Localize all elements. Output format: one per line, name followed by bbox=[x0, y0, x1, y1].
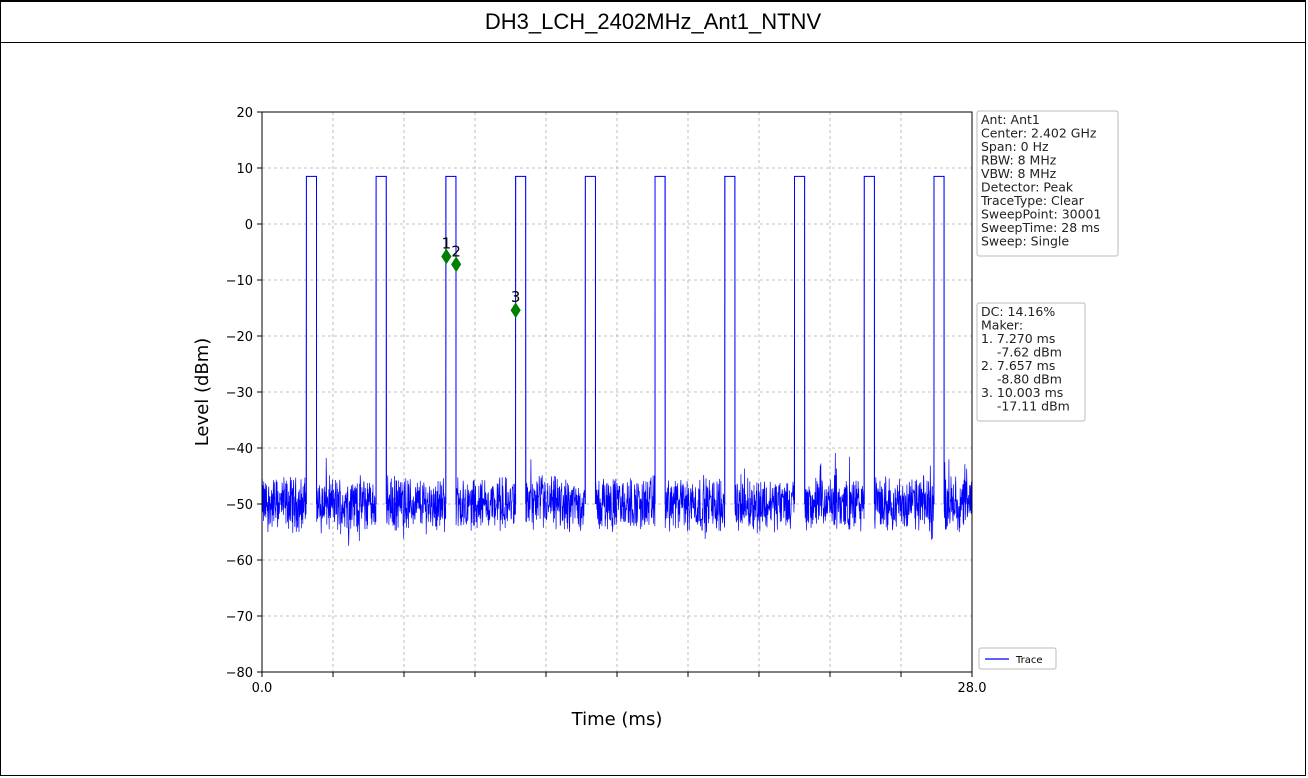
y-tick-label: −50 bbox=[226, 498, 253, 513]
info-box-line: Sweep: Single bbox=[981, 234, 1069, 249]
info-box-line: Center: 2.402 GHz bbox=[981, 126, 1097, 141]
y-tick-label: 20 bbox=[236, 106, 253, 121]
y-tick-label: −70 bbox=[226, 610, 253, 625]
marker-box-line: 2. 7.657 ms bbox=[981, 358, 1055, 373]
info-box bbox=[976, 110, 1119, 257]
trace-pulse bbox=[654, 175, 666, 504]
marker-box bbox=[976, 302, 1086, 422]
y-tick-label: −20 bbox=[226, 330, 253, 345]
info-box-line: TraceType: Clear bbox=[980, 193, 1085, 208]
marker-box-line: Maker: bbox=[981, 318, 1023, 333]
marker-box-line: -8.80 dBm bbox=[981, 372, 1062, 387]
trace-pulse bbox=[724, 175, 736, 504]
legend-box bbox=[978, 647, 1057, 670]
marker-point bbox=[441, 248, 452, 265]
marker-box-line: DC: 14.16% bbox=[981, 304, 1055, 319]
marker-label: 3 bbox=[511, 288, 521, 306]
y-tick-label: 0 bbox=[245, 218, 253, 233]
x-tick-label: 28.0 bbox=[958, 681, 987, 696]
y-tick-label: −10 bbox=[226, 274, 253, 289]
x-tick-label: 0.0 bbox=[252, 681, 273, 696]
trace-pulse bbox=[794, 175, 806, 504]
y-tick-label: −40 bbox=[226, 442, 253, 457]
trace-pulse bbox=[375, 175, 387, 504]
trace-series-line bbox=[261, 176, 973, 546]
legend-label: Trace bbox=[1015, 655, 1043, 666]
marker-box-line: -17.11 dBm bbox=[981, 399, 1070, 414]
chart-title: DH3_LCH_2402MHz_Ant1_NTNV bbox=[1, 2, 1305, 43]
trace-pulse bbox=[584, 175, 596, 504]
trace-pulse bbox=[933, 175, 945, 504]
marker-box-line: -7.62 dBm bbox=[981, 345, 1062, 360]
marker-box-line: 1. 7.270 ms bbox=[981, 331, 1055, 346]
info-box-line: Span: 0 Hz bbox=[981, 139, 1049, 154]
x-axis-label: Time (ms) bbox=[571, 709, 663, 730]
marker-box-line: 3. 10.003 ms bbox=[981, 385, 1063, 400]
trace-pulse bbox=[863, 175, 875, 504]
marker-label: 1 bbox=[442, 234, 452, 252]
trace-pulse bbox=[515, 175, 527, 504]
marker-point bbox=[510, 302, 521, 319]
y-axis-label: Level (dBm) bbox=[192, 338, 213, 447]
trace-pulse bbox=[305, 175, 318, 504]
y-tick-label: −80 bbox=[226, 666, 253, 681]
y-tick-label: −60 bbox=[226, 554, 253, 569]
info-box-line: SweepPoint: 30001 bbox=[981, 207, 1101, 222]
trace-pulse bbox=[445, 175, 457, 504]
y-tick-label: 10 bbox=[236, 162, 253, 177]
info-box-line: SweepTime: 28 ms bbox=[981, 220, 1100, 235]
info-box-line: Ant: Ant1 bbox=[981, 112, 1040, 127]
info-box-line: Detector: Peak bbox=[981, 180, 1074, 195]
marker-point bbox=[451, 256, 462, 273]
info-box-line: RBW: 8 MHz bbox=[981, 153, 1057, 168]
y-tick-label: −30 bbox=[226, 386, 253, 401]
info-box-line: VBW: 8 MHz bbox=[981, 166, 1057, 181]
marker-label: 2 bbox=[451, 242, 461, 260]
